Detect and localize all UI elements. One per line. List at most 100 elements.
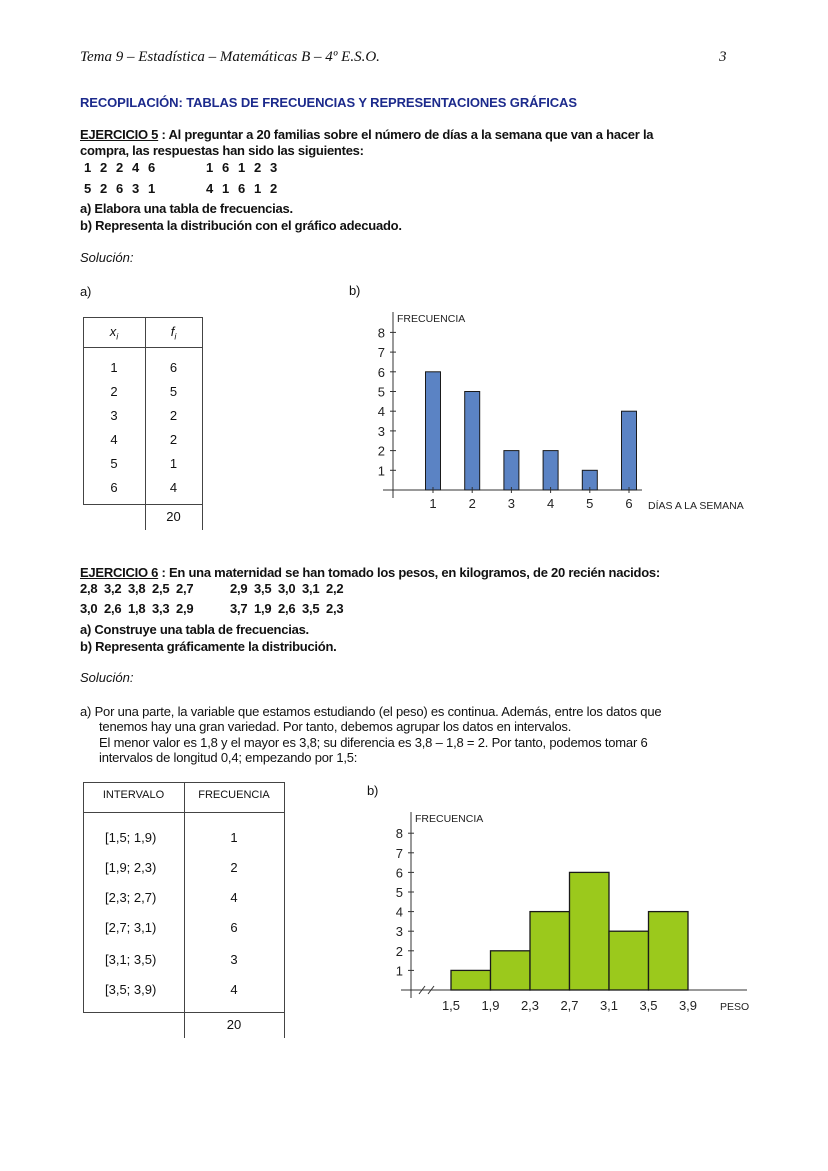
table-border <box>83 1012 284 1013</box>
data-value: 2 <box>116 160 123 175</box>
ex6-part-b: b) <box>367 783 379 798</box>
y-tick-label: 2 <box>378 444 385 459</box>
ex6-task-b: b) Representa gráficamente la distribuci… <box>80 639 337 654</box>
ex5-statement: EJERCICIO 5 : Al preguntar a 20 familias… <box>80 127 654 142</box>
table-cell-frequency: 4 <box>169 480 178 495</box>
table-border <box>83 782 84 1012</box>
table-border <box>83 317 84 504</box>
data-value: 2,3 <box>326 601 344 616</box>
y-tick-label: 6 <box>378 365 385 380</box>
ex6-statement: EJERCICIO 6 : En una maternidad se han t… <box>80 565 660 580</box>
y-tick-label: 5 <box>396 885 403 900</box>
y-tick-label: 6 <box>396 865 403 880</box>
data-value: 3,1 <box>302 581 320 596</box>
x-tick-label: 3,1 <box>600 998 618 1013</box>
table-cell-frequency: 2 <box>169 408 178 423</box>
table-border <box>202 317 203 530</box>
bar <box>503 450 520 491</box>
table-cell-value: 4 <box>110 432 118 447</box>
data-value: 3,8 <box>128 581 146 596</box>
header-xi: xi <box>109 324 119 342</box>
table-cell-value: [2,7; 3,1) <box>105 920 157 935</box>
table-cell-frequency: 3 <box>230 952 238 967</box>
table-cell-value: 1 <box>110 360 118 375</box>
ex6-explanation-4: intervalos de longitud 0,4; empezando po… <box>99 750 358 765</box>
y-tick-label: 8 <box>378 325 385 340</box>
ex5-part-a: a) <box>80 284 92 299</box>
x-tick-label: 1,9 <box>481 998 499 1013</box>
ex6-statement-text: : En una maternidad se han tomado los pe… <box>158 565 661 580</box>
table-cell-value: 2 <box>110 384 118 399</box>
bar <box>464 391 481 491</box>
data-value: 1 <box>254 181 261 196</box>
ex5-statement-text: : Al preguntar a 20 familias sobre el nú… <box>158 127 654 142</box>
x-tick-label: 5 <box>586 496 593 511</box>
data-value: 6 <box>238 181 245 196</box>
table-cell-value: 3 <box>110 408 118 423</box>
y-tick-label: 3 <box>396 924 403 939</box>
x-tick-label: 4 <box>547 496 554 511</box>
data-value: 2,9 <box>230 581 248 596</box>
y-tick-label: 5 <box>378 385 385 400</box>
data-value: 3 <box>270 160 277 175</box>
header-interval: INTERVALO <box>102 789 165 801</box>
table-border <box>83 504 202 505</box>
table-border <box>145 317 146 530</box>
data-value: 5 <box>84 181 91 196</box>
y-axis-label: FRECUENCIA <box>397 313 465 325</box>
table-cell-frequency: 4 <box>230 890 238 905</box>
data-value: 2,6 <box>278 601 296 616</box>
table-cell-frequency: 2 <box>169 432 178 447</box>
data-value: 2 <box>100 181 107 196</box>
data-value: 2,7 <box>176 581 194 596</box>
table-cell-value: 5 <box>110 456 118 471</box>
y-tick-label: 7 <box>378 345 385 360</box>
table-cell-frequency: 1 <box>230 830 238 845</box>
ex5-task-b: b) Representa la distribución con el grá… <box>80 218 402 233</box>
y-tick-label: 3 <box>378 424 385 439</box>
y-tick-label: 2 <box>396 944 403 959</box>
data-value: 1 <box>84 160 91 175</box>
y-tick-label: 8 <box>396 826 403 841</box>
table-cell-frequency: 4 <box>230 982 238 997</box>
table-cell-frequency: 6 <box>230 920 238 935</box>
table-cell-value: [1,9; 2,3) <box>105 860 157 875</box>
histogram-bar <box>568 871 610 991</box>
data-value: 1,9 <box>254 601 272 616</box>
y-tick-label: 4 <box>396 905 403 920</box>
data-value: 1 <box>222 181 229 196</box>
page-number: 3 <box>719 49 727 65</box>
ex6-data-row: 2,8 3,2 3,8 2,5 2,7 2,9 3,5 3,0 3,1 2,2 <box>80 581 350 596</box>
data-value: 2,6 <box>104 601 122 616</box>
table-cell-frequency: 5 <box>169 384 178 399</box>
ex6-explanation-2: tenemos hay una gran variedad. Por tanto… <box>99 719 572 734</box>
header-fi: fi <box>170 324 177 342</box>
data-value: 6 <box>148 160 155 175</box>
data-value: 2,2 <box>326 581 344 596</box>
x-axis-label: PESO <box>720 1001 749 1013</box>
table-cell-frequency: 6 <box>169 360 178 375</box>
data-value: 1,8 <box>128 601 146 616</box>
data-value: 4 <box>206 181 213 196</box>
data-value: 3 <box>132 181 139 196</box>
data-value: 3,5 <box>254 581 272 596</box>
x-tick-label: 1,5 <box>442 998 460 1013</box>
bar <box>542 450 559 491</box>
x-tick-label: 2,3 <box>521 998 539 1013</box>
header-frequency: FRECUENCIA <box>198 789 270 801</box>
data-value: 6 <box>116 181 123 196</box>
axis-break-icon <box>427 985 435 995</box>
table-total: 20 <box>226 1017 242 1032</box>
data-value: 2 <box>254 160 261 175</box>
ex5-task-a: a) Elabora una tabla de frecuencias. <box>80 201 293 216</box>
table-cell-value: [3,1; 3,5) <box>105 952 157 967</box>
y-axis-label: FRECUENCIA <box>415 813 483 825</box>
data-value: 1 <box>148 181 155 196</box>
data-value: 2,8 <box>80 581 98 596</box>
data-value: 1 <box>206 160 213 175</box>
section-title: RECOPILACIÓN: TABLAS DE FRECUENCIAS Y RE… <box>80 95 577 110</box>
histogram-bar <box>608 930 650 991</box>
